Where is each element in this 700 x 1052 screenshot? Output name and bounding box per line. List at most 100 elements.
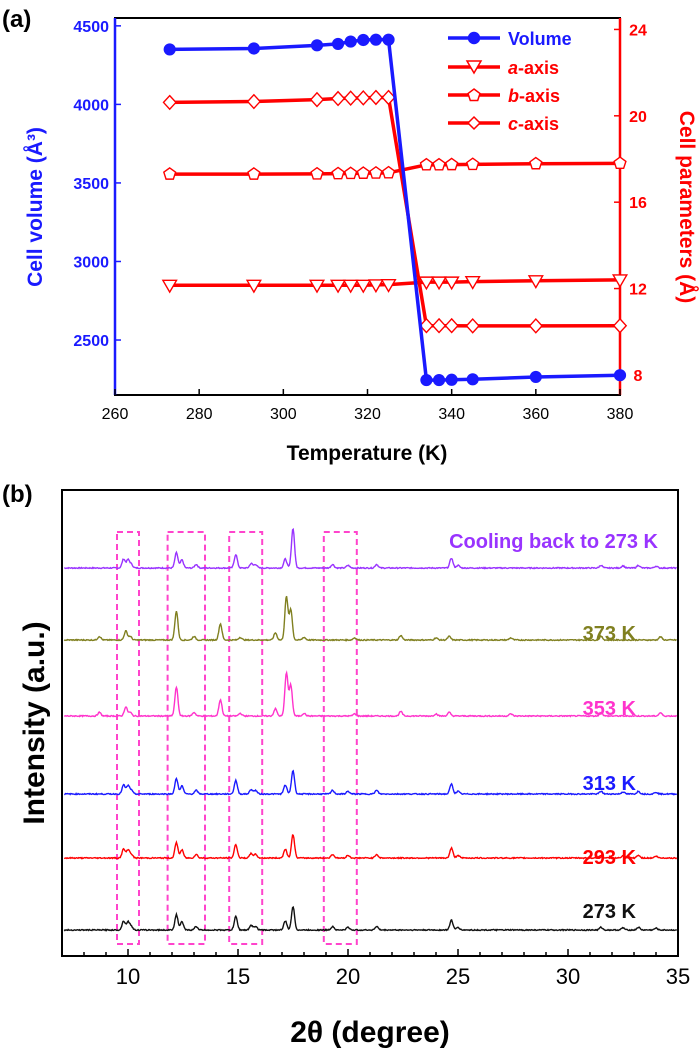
data-point-volume (613, 369, 627, 382)
panel-b-y-axis-label: Intensity (a.u.) (18, 621, 51, 824)
data-point-c-axis (419, 317, 434, 334)
data-point-volume (432, 373, 446, 387)
left-y-tick-label-4500: 4500 (73, 19, 109, 36)
legend-volume-label: Volume (508, 29, 572, 49)
data-point-b-axis (331, 166, 345, 180)
panel-b-label: (b) (2, 481, 33, 508)
data-point-c-axis (246, 93, 262, 110)
series-a-axis (161, 274, 629, 294)
data-point-a-axis (464, 275, 481, 290)
xrd-pattern-293-k (63, 834, 678, 860)
x-tick-label-35: 35 (666, 964, 690, 989)
panel-a-legend: Volume a-axis b-axis c-axis (448, 29, 572, 134)
trace-label-cooling-back-to-273-k: Cooling back to 273 K (449, 531, 658, 553)
legend-entry-c-axis: c-axis (448, 114, 559, 134)
data-point-b-axis (381, 165, 396, 179)
series-line-b-axis (169, 161, 621, 176)
x-tick-label-300: 300 (270, 406, 297, 423)
data-point-volume (466, 373, 479, 386)
series-b-axis (162, 156, 627, 180)
trace-label-373-k: 373 K (583, 623, 637, 645)
data-point-c-axis (343, 90, 358, 106)
data-point-c-axis (528, 318, 543, 334)
data-point-volume (420, 373, 433, 387)
panel-b-x-axis-label: 2θ (degree) (290, 1016, 450, 1049)
data-point-a-axis (367, 279, 384, 294)
data-point-b-axis (444, 157, 459, 171)
x-tick-label-10: 10 (116, 964, 140, 989)
data-point-b-axis (529, 156, 543, 170)
left-y-tick-label-2500: 2500 (73, 333, 109, 350)
data-point-c-axis (465, 318, 480, 334)
data-point-a-axis (330, 279, 347, 294)
panel-a-right-axis-label: Cell parameters (Å) (675, 111, 699, 304)
legend-diamond-marker (466, 115, 482, 131)
panel-a-label: (a) (2, 6, 31, 33)
x-tick-label-380: 380 (607, 406, 634, 423)
data-point-c-axis (356, 90, 371, 106)
data-point-volume (163, 43, 176, 56)
data-point-b-axis (356, 166, 371, 179)
x-tick-label-360: 360 (522, 406, 549, 423)
xrd-trace-273-k: 273 K (63, 901, 678, 932)
left-y-tick-label-3500: 3500 (73, 176, 109, 193)
x-tick-label-15: 15 (226, 964, 250, 989)
x-tick-label-25: 25 (446, 964, 470, 989)
trace-label-353-k: 353 K (583, 698, 637, 720)
x-tick-label-20: 20 (336, 964, 360, 989)
xrd-trace-293-k: 293 K (63, 834, 678, 869)
xrd-trace-353-k: 353 K (63, 670, 678, 720)
data-point-c-axis (368, 89, 384, 106)
data-point-volume (344, 35, 357, 48)
data-point-c-axis (381, 89, 396, 106)
panel-a-left-axis-label: Cell volume (Å³) (23, 127, 47, 287)
data-point-a-axis (611, 274, 629, 289)
left-y-tick-label-3000: 3000 (73, 254, 109, 271)
data-point-volume (445, 373, 458, 386)
data-point-volume (369, 33, 383, 46)
xrd-pattern-353-k (63, 670, 678, 718)
trace-label-313-k: 313 K (583, 773, 637, 795)
legend-entry-a-axis: a-axis (448, 58, 559, 78)
xrd-pattern-373-k (63, 595, 677, 642)
legend-b-axis-label: b-axis (508, 86, 560, 106)
data-point-b-axis (162, 167, 177, 180)
data-point-volume (382, 33, 395, 46)
data-point-a-axis (527, 275, 544, 289)
data-point-c-axis (431, 317, 447, 334)
data-point-b-axis (369, 165, 383, 179)
data-point-volume (310, 39, 324, 52)
highlight-box-1 (116, 531, 140, 945)
data-point-c-axis (444, 317, 459, 334)
data-point-c-axis (612, 317, 628, 334)
data-point-volume (247, 42, 260, 55)
data-point-b-axis (432, 157, 446, 171)
right-y-tick-label-12: 12 (629, 282, 647, 299)
data-point-b-axis (310, 166, 324, 180)
panel-a: (a) 260 280 300 320 340 360 380 2500 3000 3500 400… (2, 6, 699, 465)
data-point-a-axis (342, 279, 359, 294)
data-point-a-axis (245, 279, 262, 294)
data-point-volume (357, 33, 370, 47)
legend-entry-b-axis: b-axis (448, 86, 560, 106)
legend-circle-marker (467, 31, 481, 45)
data-point-a-axis (418, 276, 435, 291)
highlight-box-3 (228, 531, 264, 945)
legend-triangle-marker (465, 60, 483, 75)
right-y-tick-label-8: 8 (634, 368, 643, 385)
xrd-trace-313-k: 313 K (64, 769, 678, 796)
legend-a-axis-label: a-axis (508, 58, 559, 78)
data-point-b-axis (613, 156, 627, 170)
trace-label-273-k: 273 K (583, 901, 637, 923)
data-point-c-axis (330, 90, 346, 107)
data-point-a-axis (308, 279, 326, 294)
right-y-tick-label-24: 24 (629, 22, 647, 39)
right-y-tick-label-16: 16 (629, 195, 647, 212)
panel-b: (b) Cooling back to 273 K 373 K 353 K 313 K… (2, 481, 690, 1049)
xrd-pattern-313-k (64, 769, 678, 796)
highlight-box-4 (322, 531, 358, 945)
data-point-a-axis (161, 279, 178, 294)
right-y-tick-label-20: 20 (629, 109, 647, 126)
series-c-axis (162, 89, 628, 334)
